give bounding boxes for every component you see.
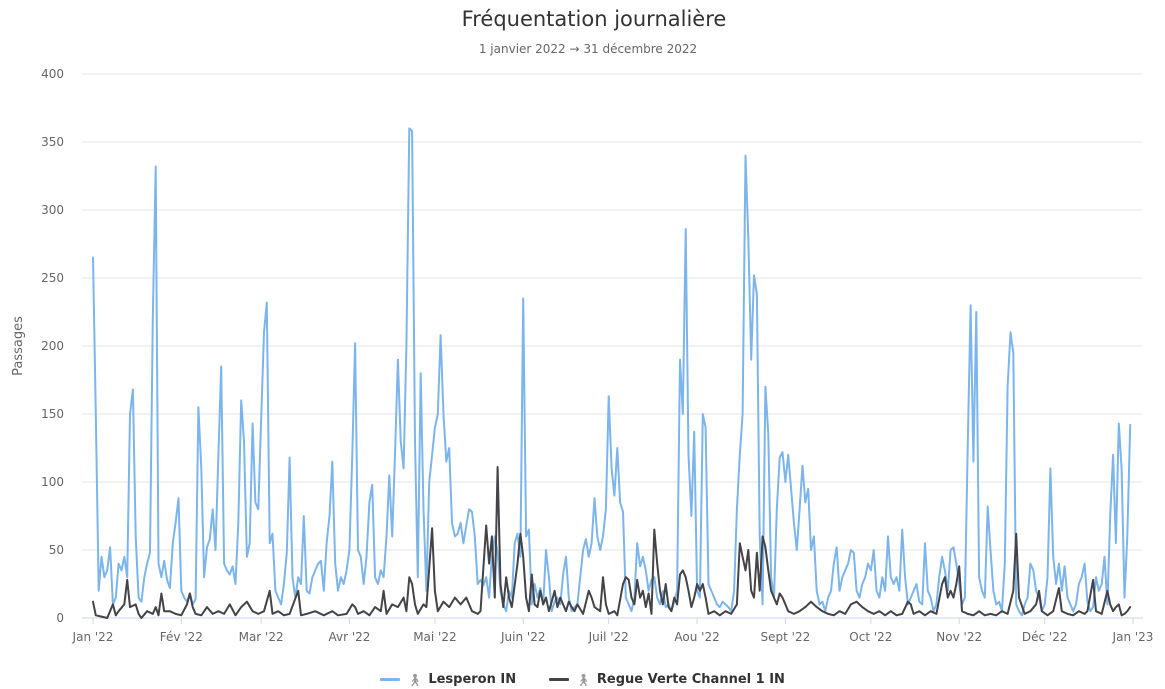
x-tick-label: Fév '22 xyxy=(160,630,203,644)
x-tick-label: Oct '22 xyxy=(849,630,892,644)
x-tick-label: Avr '22 xyxy=(328,630,370,644)
y-axis-label: Passages xyxy=(11,316,26,376)
legend-label-regue-verte: Regue Verte Channel 1 IN xyxy=(596,672,785,687)
y-tick-label: 150 xyxy=(41,407,64,421)
y-tick-label: 100 xyxy=(41,475,64,489)
y-tick-label: 350 xyxy=(41,135,64,149)
x-tick-label: Nov '22 xyxy=(936,630,982,644)
series-line-lesperon xyxy=(92,127,1132,617)
legend-item-regue-verte[interactable]: 🚶︎ Regue Verte Channel 1 IN xyxy=(548,672,785,687)
series-line-regue-verte xyxy=(92,466,1132,619)
y-tick-label: 400 xyxy=(41,67,64,81)
x-tick-label: Déc '22 xyxy=(1022,630,1068,644)
x-tick-label: Mai '22 xyxy=(413,630,456,644)
legend-item-lesperon[interactable]: 🚶︎ Lesperon IN xyxy=(380,672,516,687)
x-tick-label: Mar '22 xyxy=(239,630,284,644)
pedestrian-icon: 🚶︎ xyxy=(407,672,423,687)
x-tick-label: Juin '22 xyxy=(500,630,545,644)
x-axis-ticks: Jan '22 Fév '22 Mar '22 Avr '22 Mai '22 Juin … xyxy=(72,618,1154,644)
legend-label-lesperon: Lesperon IN xyxy=(428,672,517,687)
y-tick-label: 0 xyxy=(56,611,64,625)
pedestrian-icon: 🚶︎ xyxy=(575,672,591,687)
x-tick-label: Jan '23 xyxy=(1112,630,1154,644)
y-tick-label: 200 xyxy=(41,339,64,353)
legend-swatch-lesperon xyxy=(380,678,401,681)
y-tick-label: 50 xyxy=(49,543,64,557)
x-tick-label: Juil '22 xyxy=(588,630,629,644)
x-tick-label: Sept '22 xyxy=(761,630,811,644)
y-axis-ticks: 0 50 100 150 200 250 300 350 400 xyxy=(41,67,64,625)
grid-lines xyxy=(82,73,1143,619)
y-tick-label: 250 xyxy=(41,271,64,285)
x-tick-label: Jan '22 xyxy=(72,630,114,644)
x-tick-label: Aou '22 xyxy=(674,630,719,644)
chart-title: Fréquentation journalière xyxy=(462,7,727,31)
legend-swatch-regue-verte xyxy=(548,678,569,681)
chart-subtitle: 1 janvier 2022 → 31 décembre 2022 xyxy=(479,42,697,56)
series-lines xyxy=(92,127,1132,619)
y-tick-label: 300 xyxy=(41,203,64,217)
legend: 🚶︎ Lesperon IN 🚶︎ Regue Verte Channel 1 … xyxy=(0,670,1165,687)
